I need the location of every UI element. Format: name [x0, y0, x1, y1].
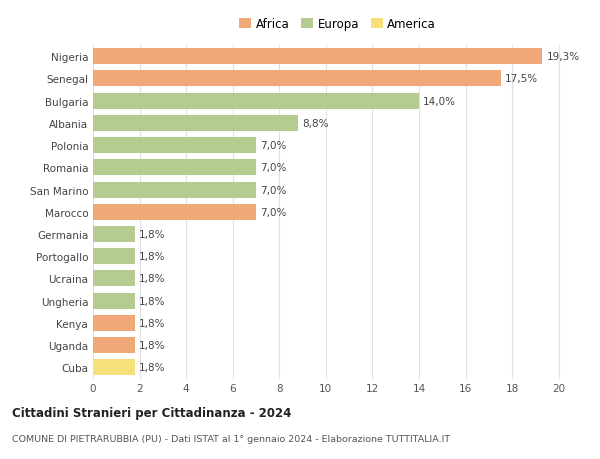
Legend: Africa, Europa, America: Africa, Europa, America — [234, 13, 441, 36]
Text: 1,8%: 1,8% — [139, 230, 166, 240]
Text: 19,3%: 19,3% — [547, 52, 580, 62]
Bar — [93, 315, 135, 331]
Text: 14,0%: 14,0% — [423, 96, 456, 106]
Text: COMUNE DI PIETRARUBBIA (PU) - Dati ISTAT al 1° gennaio 2024 - Elaborazione TUTTI: COMUNE DI PIETRARUBBIA (PU) - Dati ISTAT… — [12, 434, 450, 443]
Text: 1,8%: 1,8% — [139, 318, 166, 328]
Bar — [93, 160, 256, 176]
Text: 7,0%: 7,0% — [260, 163, 287, 173]
Bar — [93, 359, 135, 375]
Text: 1,8%: 1,8% — [139, 296, 166, 306]
Bar — [93, 138, 256, 154]
Text: 7,0%: 7,0% — [260, 207, 287, 217]
Bar — [93, 249, 135, 265]
Text: 7,0%: 7,0% — [260, 185, 287, 195]
Bar — [93, 49, 542, 65]
Text: 1,8%: 1,8% — [139, 274, 166, 284]
Bar — [93, 182, 256, 198]
Bar — [93, 226, 135, 242]
Text: 8,8%: 8,8% — [302, 118, 329, 129]
Bar — [93, 271, 135, 287]
Bar — [93, 116, 298, 132]
Bar — [93, 293, 135, 309]
Text: 1,8%: 1,8% — [139, 252, 166, 262]
Bar — [93, 93, 419, 109]
Text: 17,5%: 17,5% — [505, 74, 538, 84]
Bar — [93, 204, 256, 220]
Text: 1,8%: 1,8% — [139, 341, 166, 350]
Bar — [93, 71, 500, 87]
Bar — [93, 337, 135, 353]
Text: 1,8%: 1,8% — [139, 363, 166, 373]
Text: 7,0%: 7,0% — [260, 141, 287, 151]
Text: Cittadini Stranieri per Cittadinanza - 2024: Cittadini Stranieri per Cittadinanza - 2… — [12, 406, 292, 419]
